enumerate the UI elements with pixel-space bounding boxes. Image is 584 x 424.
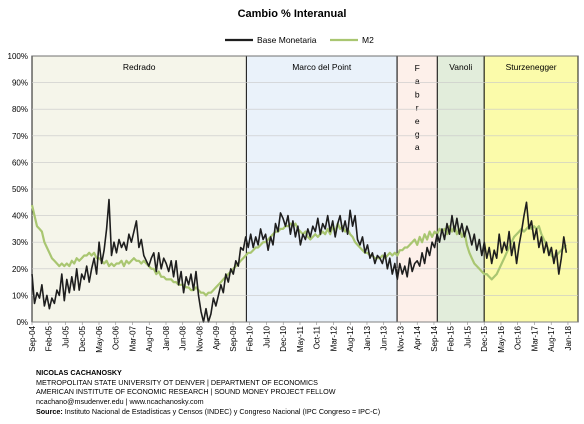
footer-source-text: Instituto Nacional de Estadísticas y Cen… [62, 406, 381, 416]
axes: Sep-04 Feb-05 Jul-05 Dec-05 May-06 Oct-06 Mar-… [28, 321, 578, 353]
period-label: Marco del Point [292, 62, 352, 72]
x-tick-label: Sep-09 [229, 325, 238, 351]
x-tick-label: Dec-05 [78, 325, 87, 351]
x-tick-label: Nov-13 [396, 325, 405, 351]
x-tick-label: Oct-06 [112, 325, 121, 350]
chart-title: Cambio % Interanual [238, 8, 347, 20]
x-tick-label: Oct-16 [514, 325, 523, 350]
x-tick-label: May-16 [497, 325, 506, 352]
x-tick-label: Dec-15 [480, 325, 489, 351]
y-tick-label: 30% [12, 238, 28, 247]
x-tick-label: Feb-10 [246, 325, 255, 351]
y-tick-label: 50% [12, 185, 28, 194]
footer-affiliation-1: METROPOLITAN STATE UNIVERSITY OT DENVER … [36, 377, 318, 387]
x-tick-label: Feb-15 [447, 325, 456, 351]
y-tick-label: 100% [8, 52, 28, 61]
x-tick-label: Mar-12 [329, 325, 338, 351]
x-tick-label: Dec-10 [279, 325, 288, 351]
y-tick-label: 10% [12, 291, 28, 300]
series-line [31, 198, 568, 323]
footer-author: NICOLAS CACHANOSKY [36, 368, 122, 377]
x-tick-label: Jul-05 [61, 325, 70, 347]
period-label-letter: e [415, 116, 420, 126]
period-label-letter: F [415, 63, 420, 73]
y-tick-label: 0% [16, 318, 28, 327]
x-tick-label: Feb-05 [45, 325, 54, 351]
legend-label: Base Monetaria [257, 35, 317, 45]
y-tick-label: 90% [12, 79, 28, 88]
x-tick-label: Oct-11 [313, 325, 322, 349]
x-tick-label: Jun-13 [380, 325, 389, 350]
y-tick-label: 70% [12, 132, 28, 141]
x-tick-label: Mar-17 [530, 325, 539, 351]
x-tick-label: Nov-08 [195, 325, 204, 351]
period-label-letter: a [415, 76, 420, 86]
x-tick-label: Mar-07 [128, 325, 137, 351]
x-tick-label: Jan-13 [363, 325, 372, 350]
x-tick-label: Aug-17 [547, 325, 556, 351]
footer: NICOLAS CACHANOSKY METROPOLITAN STATE UN… [36, 368, 581, 417]
footer-affiliation-2: AMERICAN INSTITUTE OF ECONOMIC RESEARCH … [36, 387, 336, 397]
legend: Base Monetaria M2 [225, 35, 374, 45]
x-tick-label: Sep-04 [28, 325, 37, 351]
footer-contact: ncachano@msudenver.edu | www.ncachanosky… [36, 397, 204, 407]
y-tick-label: 20% [12, 265, 28, 274]
gridlines: 0% 10% 20% 30% 40% 50% 60% 70% 80% 90% 100% [8, 52, 578, 327]
x-tick-label: Jun-08 [179, 325, 188, 350]
x-tick-label: Jul-10 [262, 325, 271, 347]
period-label-letter: g [415, 129, 420, 139]
period-label: Sturzenegger [506, 62, 557, 72]
line-chart: Cambio % Interanual Base Monetaria M2 Red… [8, 8, 579, 353]
x-tick-label: Aug-12 [346, 325, 355, 351]
y-tick-label: 40% [12, 212, 28, 221]
legend-label: M2 [362, 35, 374, 45]
period-label-letter: b [415, 89, 420, 99]
x-tick-label: Jan-18 [564, 325, 573, 350]
y-tick-label: 80% [12, 105, 28, 114]
series-lines [30, 198, 568, 323]
x-tick-label: Jan-08 [162, 325, 171, 350]
x-tick-label: Sep-14 [430, 325, 439, 351]
footer-source-label: Source: [36, 406, 63, 416]
x-tick-label: Aug-07 [145, 325, 154, 351]
footer-source: Source: Instituto Nacional de Estadístic… [36, 407, 581, 417]
y-tick-label: 60% [12, 158, 28, 167]
period-label-letter: a [415, 142, 420, 152]
x-tick-label: Jul-15 [463, 325, 472, 347]
x-tick-label: Apr-09 [212, 325, 221, 350]
period-label: Redrado [123, 62, 156, 72]
period-label-letter: r [416, 103, 419, 113]
period-label: Vanoli [449, 62, 472, 72]
x-tick-label: May-06 [95, 325, 104, 352]
x-tick-label: Apr-14 [413, 325, 422, 350]
x-tick-label: May-11 [296, 325, 305, 352]
